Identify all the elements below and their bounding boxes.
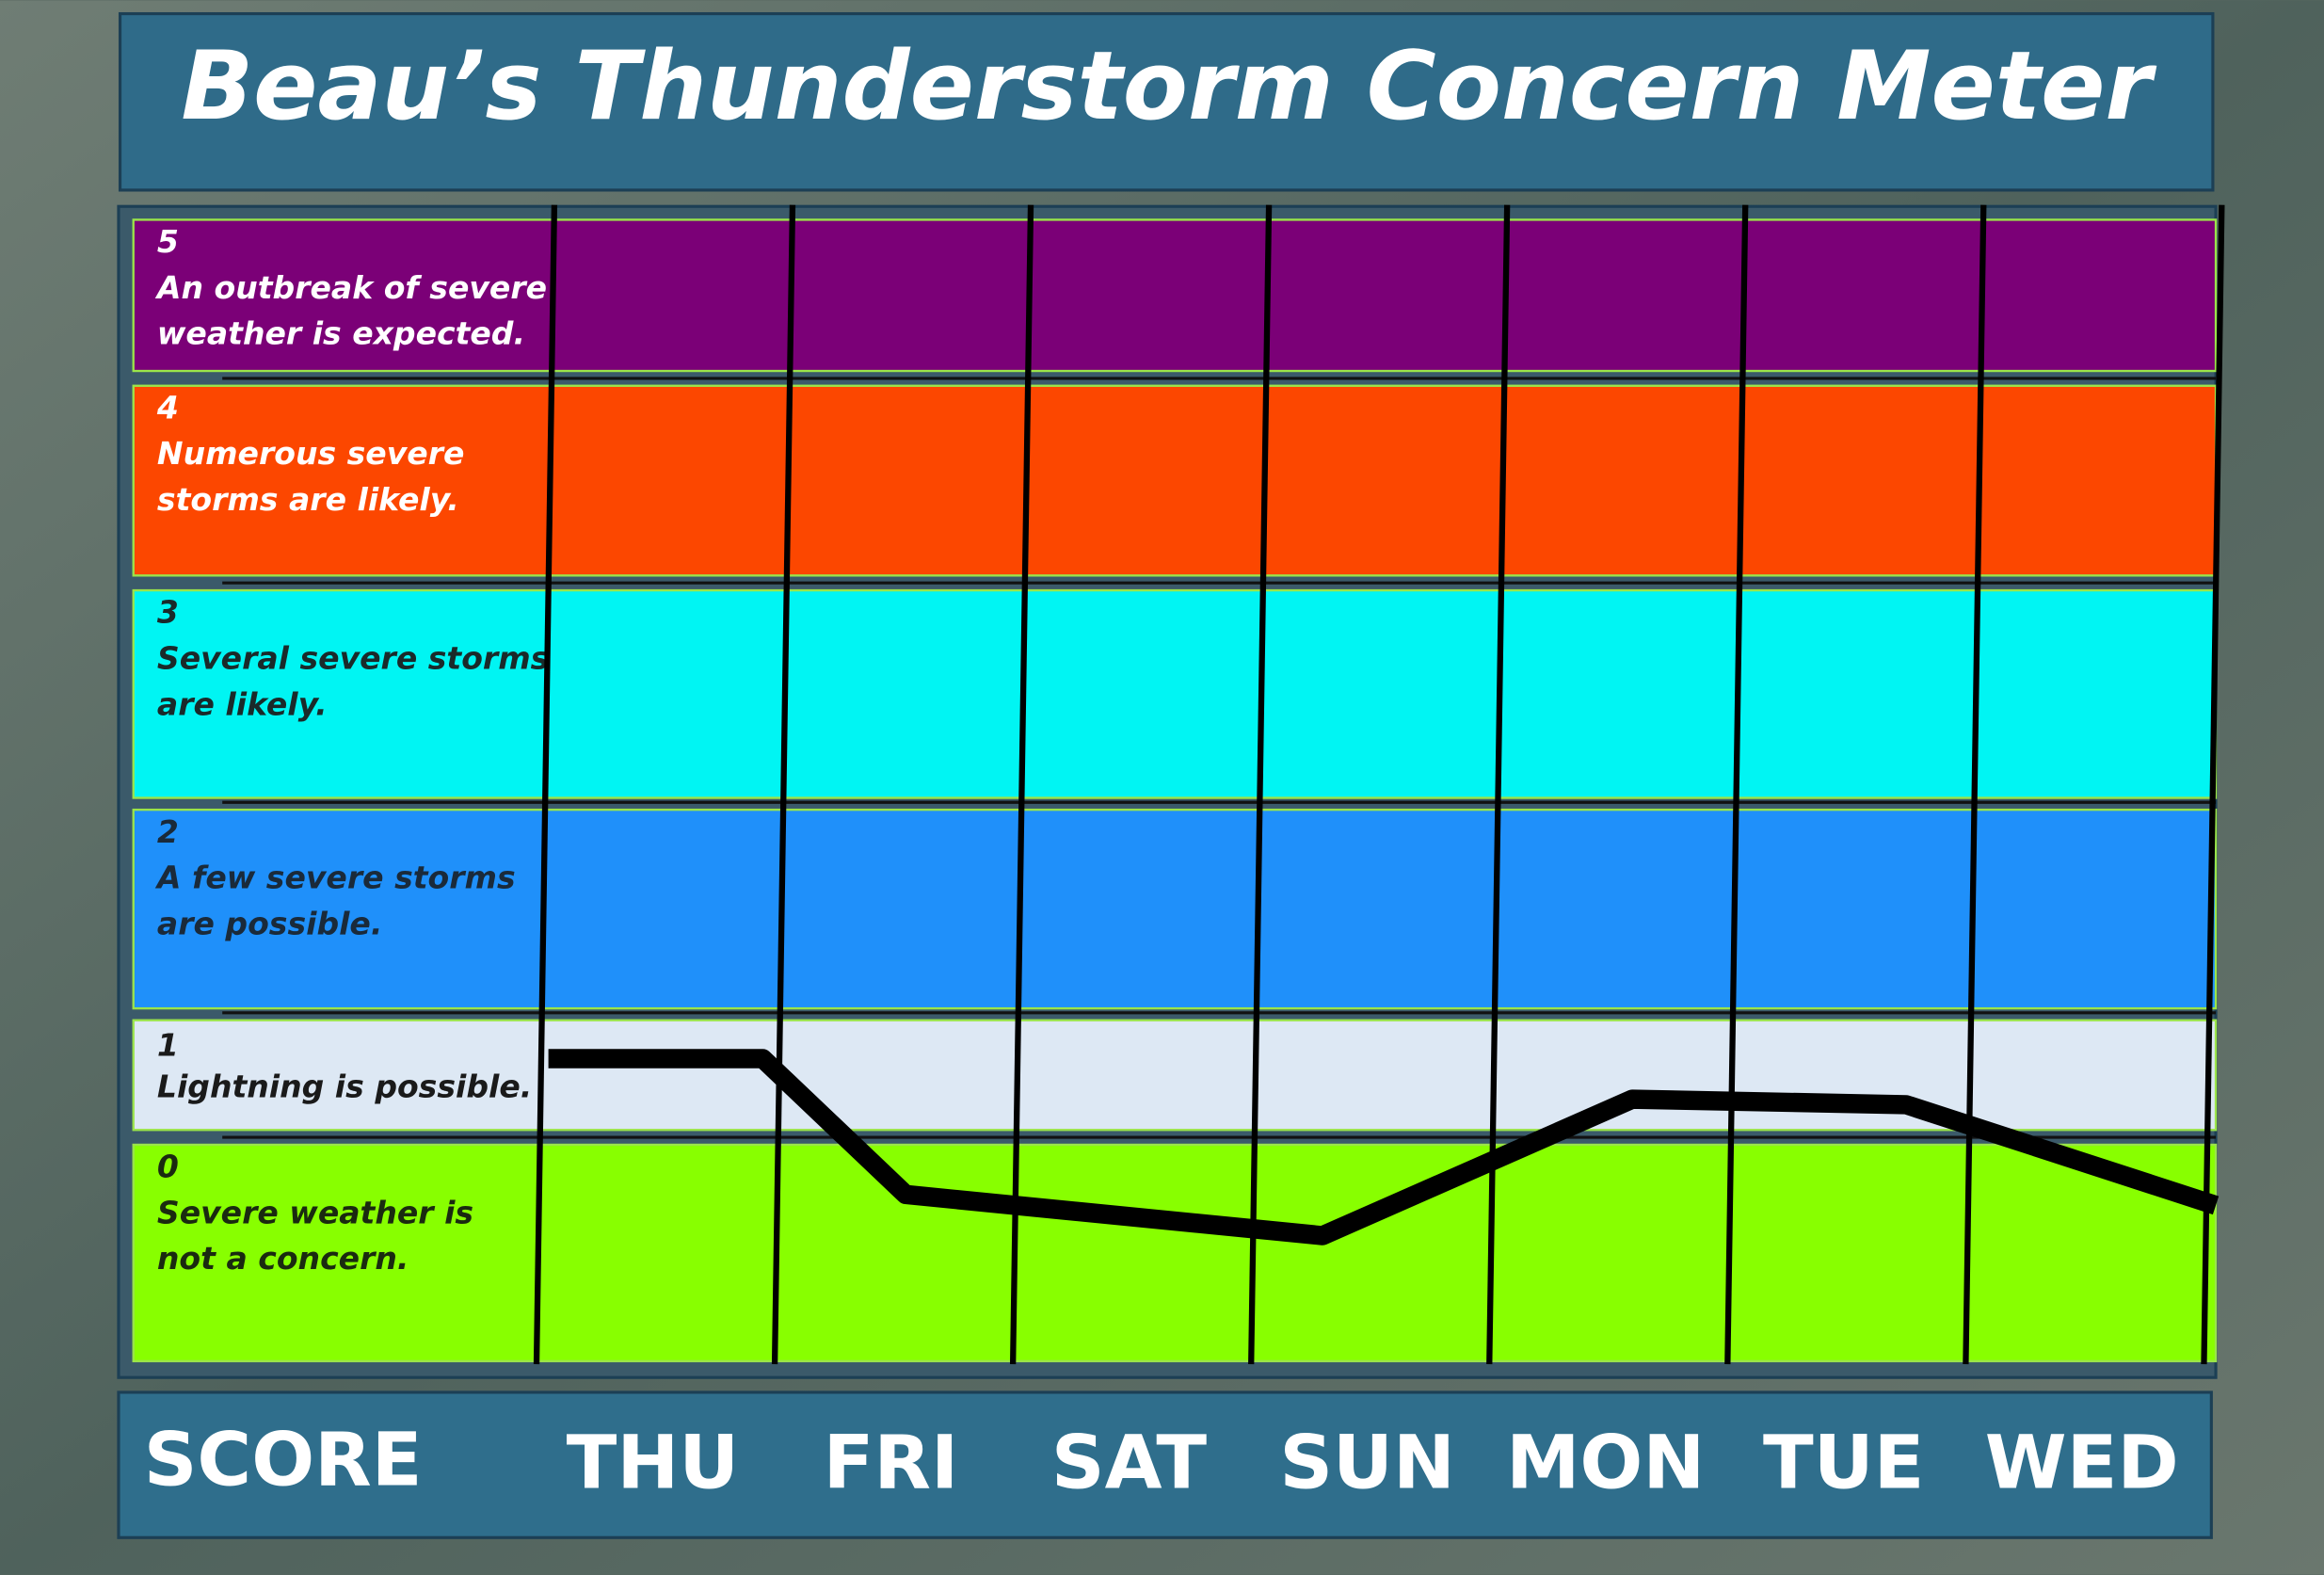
level-band — [132, 218, 2218, 373]
x-tick-label: SUN — [1279, 1420, 1455, 1506]
level-text: Several severe storms — [157, 640, 549, 677]
column-divider — [1963, 204, 1987, 1365]
level-text: Lightning is possible. — [157, 1069, 532, 1105]
column-divider — [1724, 204, 1749, 1365]
bands: 5 An outbreak of severe weather is expecte… — [132, 218, 2218, 1363]
column-divider — [1248, 204, 1273, 1365]
level-band — [132, 384, 2218, 577]
level-score: 0 — [157, 1149, 179, 1185]
level-text: Numerous severe — [157, 435, 464, 472]
chart-title: Beau’s Thunderstorm Concern Meter — [181, 30, 2156, 141]
concern-line — [548, 1049, 2220, 1246]
level-text: are possible. — [157, 905, 382, 941]
x-tick-label: THU — [567, 1420, 740, 1506]
level-score: 4 — [156, 389, 179, 426]
level-band — [132, 588, 2218, 799]
x-tick-label: TUE — [1763, 1420, 1924, 1506]
level-text: weather is expected. — [157, 315, 525, 352]
level-text: An outbreak of severe — [154, 269, 547, 306]
level-text: are likely. — [157, 685, 328, 722]
marks — [548, 1049, 2220, 1246]
column-divider — [2201, 204, 2225, 1365]
level-band — [132, 808, 2218, 1010]
footer-box — [117, 1390, 2213, 1539]
level-score: 3 — [157, 594, 179, 631]
level-text: A few severe storms — [154, 860, 516, 896]
x-tick-label: MON — [1506, 1420, 1705, 1506]
level-band — [132, 1143, 2218, 1363]
column-divider — [1009, 204, 1034, 1365]
title-box — [118, 11, 2215, 192]
x-tick-label: WED — [1985, 1420, 2179, 1506]
level-score: 2 — [157, 813, 179, 850]
column-divider — [771, 204, 796, 1365]
level-score: 5 — [157, 223, 179, 260]
level-text: storms are likely. — [157, 481, 459, 518]
level-text: not a concern. — [157, 1240, 409, 1277]
x-tick-label: FRI — [824, 1420, 959, 1506]
x-tick-label: SAT — [1051, 1420, 1208, 1506]
level-text: Severe weather is — [157, 1194, 473, 1230]
score-label: SCORE — [144, 1417, 423, 1503]
column-divider — [533, 204, 558, 1365]
level-score: 1 — [157, 1027, 179, 1064]
